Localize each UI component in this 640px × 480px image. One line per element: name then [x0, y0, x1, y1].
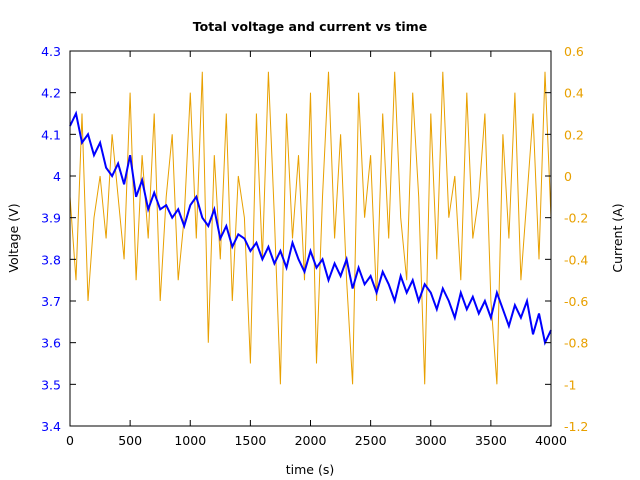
y2-axis-label: Current (A) [610, 203, 625, 272]
current-line [69, 71, 552, 385]
y-tick-label: 3.7 [41, 294, 61, 309]
y2-tick-label: 0.4 [564, 86, 584, 101]
y-tick-label: 3.8 [41, 252, 61, 267]
y2-tick-label: -0.8 [564, 336, 588, 351]
voltage-line [69, 110, 552, 346]
y-tick-label: 3.9 [41, 211, 61, 226]
x-tick-label: 4000 [535, 433, 567, 448]
y2-tick-label: 0.6 [564, 44, 584, 59]
x-axis-label: time (s) [286, 462, 334, 477]
y-tick-label: 3.5 [41, 377, 61, 392]
ticks: 0 500 1000 1500 2000 2500 3000 3500 4000 3.4 3.5 3.… [41, 44, 588, 448]
y2-tick-label: -1.2 [564, 419, 588, 434]
y2-tick-label: -0.2 [564, 211, 588, 226]
x-tick-label: 3500 [475, 433, 507, 448]
y2-tick-label: -0.4 [564, 252, 588, 267]
x-tick-label: 500 [118, 433, 142, 448]
y-tick-label: 4.1 [41, 127, 61, 142]
x-tick-label: 2500 [355, 433, 387, 448]
y2-tick-label: -0.6 [564, 294, 588, 309]
y-tick-label: 3.4 [41, 419, 61, 434]
y-axis-label: Voltage (V) [6, 203, 21, 272]
y-tick-label: 4 [53, 169, 61, 184]
x-tick-label: 3000 [415, 433, 447, 448]
x-tick-label: 1500 [234, 433, 266, 448]
x-tick-label: 2000 [295, 433, 327, 448]
x-tick-label: 0 [66, 433, 74, 448]
chart-title: Total voltage and current vs time [193, 19, 427, 34]
y2-tick-label: 0.2 [564, 127, 584, 142]
y2-tick-label: 0 [564, 169, 572, 184]
y-tick-label: 3.6 [41, 336, 61, 351]
series-layer [69, 71, 552, 385]
x-tick-label: 1000 [174, 433, 206, 448]
y-tick-label: 4.3 [41, 44, 61, 59]
y-tick-label: 4.2 [41, 86, 61, 101]
y2-tick-label: -1 [564, 377, 576, 392]
